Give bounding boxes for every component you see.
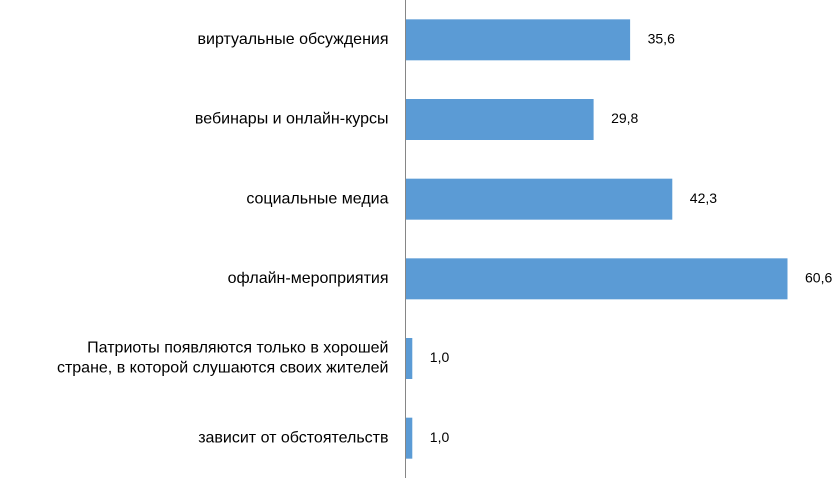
value-label-4: 1,0 [430,349,450,365]
bar-0 [406,19,631,61]
category-label-1-line-0: вебинары и онлайн-курсы [195,111,389,128]
bar-1 [406,99,594,140]
category-labels-group: виртуальные обсуждения вебинары и онлайн-… [57,31,389,446]
value-label-0: 35,6 [648,31,675,47]
value-labels-group: 35,6 29,8 42,3 60,6 1,0 1,0 [430,31,833,445]
value-label-1: 29,8 [611,110,638,126]
value-label-2: 42,3 [690,190,717,206]
category-label-5-line-0: зависит от обстоятельств [198,429,388,446]
category-label-4-line-0: Патриоты появляются только в хорошей [87,340,388,357]
bars-group [406,19,788,459]
category-label-3-line-0: офлайн-мероприятия [228,270,389,287]
bar-4 [406,338,413,379]
bar-2 [406,178,673,220]
bar-3 [406,258,788,300]
category-label-2-line-0: социальные медиа [246,190,388,207]
bar-5 [406,417,413,459]
value-label-5: 1,0 [430,429,450,445]
value-label-3: 60,6 [805,270,832,286]
category-label-0-line-0: виртуальные обсуждения [198,31,389,48]
category-label-4-line-1: стране, в которой слушаются своих жителе… [57,360,389,377]
